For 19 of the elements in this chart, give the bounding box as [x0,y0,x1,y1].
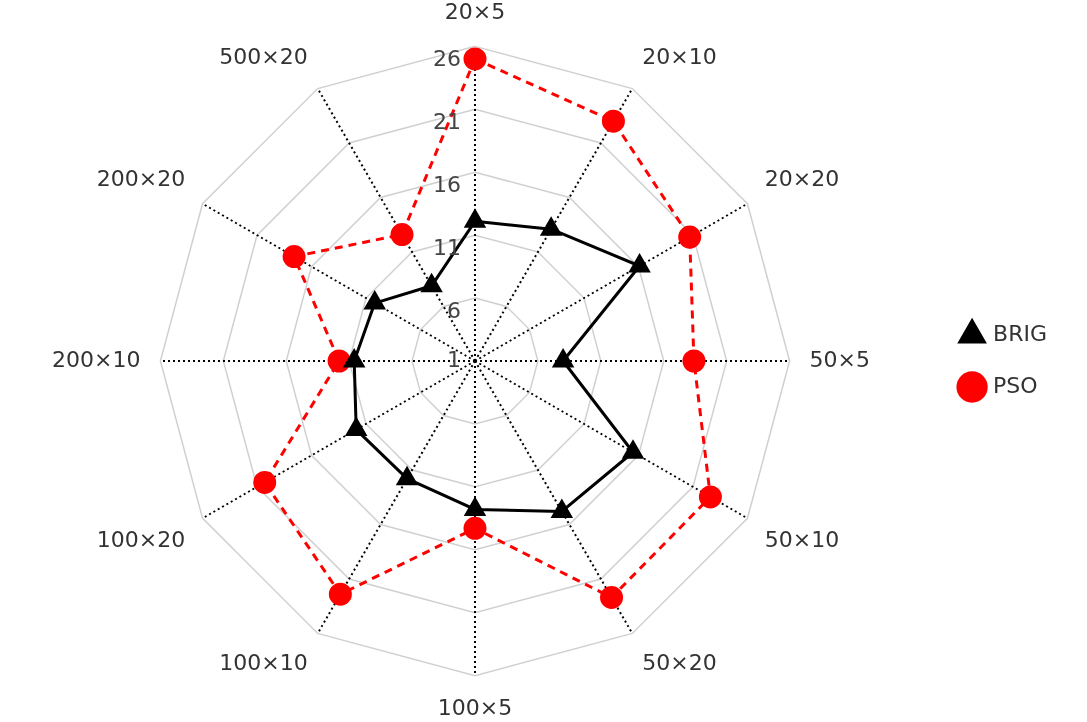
legend-label: BRIG [993,320,1048,346]
spoke-label: 50×10 [764,527,840,553]
spoke-label: 100×20 [96,527,186,553]
spoke-label: 20×5 [444,0,506,24]
spoke-label: 200×10 [51,346,141,372]
spoke-label: 200×20 [96,166,186,192]
spoke-label: 50×20 [642,649,717,675]
y-tick-label: 16 [433,171,461,197]
y-tick-label: 21 [433,109,461,135]
y-tick-label: 26 [433,46,461,72]
spoke-label: 500×20 [219,43,308,69]
spoke-label: 50×5 [809,346,871,372]
legend-label: PSO [993,372,1038,398]
spoke-label: 20×10 [642,43,717,69]
spoke-label: 100×10 [219,649,308,675]
y-tick-label: 6 [447,297,461,323]
spoke-label: 20×20 [764,166,840,192]
spoke-label: 100×5 [437,694,513,720]
y-tick-label: 1 [447,346,461,372]
